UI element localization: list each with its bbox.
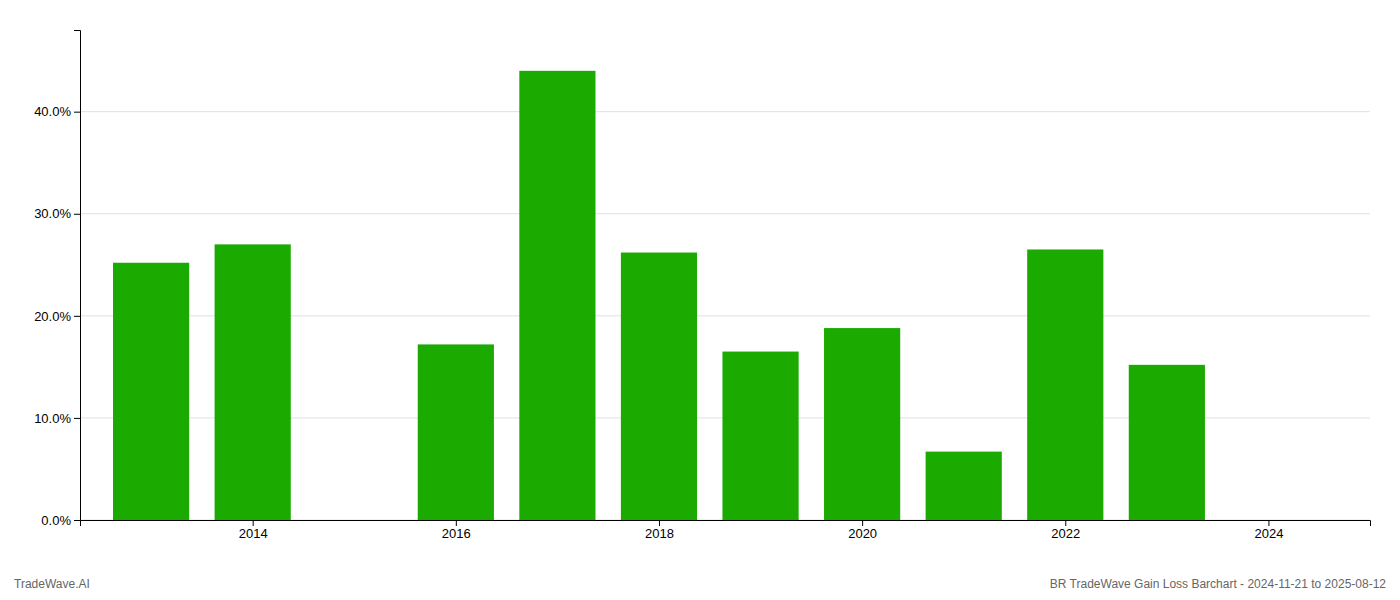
footer-text: BR TradeWave Gain Loss Barchart - 2024-1… (1050, 577, 1387, 591)
x-tick: 2016 (442, 520, 471, 541)
footer-text: TradeWave.AI (14, 577, 90, 591)
y-tick-mark (74, 316, 80, 317)
x-tick-mark (1268, 520, 1269, 526)
bar (418, 344, 494, 520)
y-tick: 30.0% (34, 206, 80, 221)
x-tick: 2020 (848, 520, 877, 541)
x-tick: 2024 (1254, 520, 1283, 541)
x-tick-label: 2022 (1051, 526, 1080, 541)
x-tick-label: 2014 (239, 526, 268, 541)
grid (80, 112, 1370, 520)
x-tick-mark (659, 520, 660, 526)
y-tick-label: 40.0% (34, 104, 71, 119)
y-tick-mark (74, 214, 80, 215)
bar (621, 253, 697, 520)
bar (215, 244, 291, 520)
bars (113, 71, 1205, 520)
y-tick-mark (74, 520, 80, 521)
bar (824, 328, 900, 520)
x-axis-line (81, 521, 1371, 527)
x-tick-mark (862, 520, 863, 526)
y-tick: 40.0% (34, 104, 80, 119)
bar (1027, 249, 1103, 520)
x-tick-label: 2016 (442, 526, 471, 541)
y-axis: 0.0% 10.0% 20.0% 30.0% 40.0% (34, 31, 80, 528)
y-tick-label: 10.0% (34, 411, 71, 426)
x-tick-mark (456, 520, 457, 526)
grid-line (80, 111, 1370, 112)
bar (113, 263, 189, 520)
bar (722, 352, 798, 520)
x-axis: 2014 2016 2018 2020 2022 2024 (81, 520, 1371, 541)
x-tick-label: 2020 (848, 526, 877, 541)
x-tick: 2014 (239, 520, 268, 541)
grid-line (80, 213, 1370, 214)
y-tick: 0.0% (41, 513, 80, 528)
y-tick: 20.0% (34, 308, 80, 323)
x-tick-mark (1065, 520, 1066, 526)
y-tick-label: 0.0% (41, 513, 71, 528)
bar (926, 452, 1002, 520)
y-tick-mark (74, 418, 80, 419)
y-tick: 10.0% (34, 411, 80, 426)
plot: 2014 2016 2018 2020 2022 2024 0.0% 10.0% 20.0% 30… (34, 31, 1370, 542)
y-axis-line (74, 31, 81, 521)
bar (1129, 365, 1205, 520)
y-tick-mark (74, 112, 80, 113)
x-tick: 2022 (1051, 520, 1080, 541)
bar (519, 71, 595, 520)
x-tick-label: 2018 (645, 526, 674, 541)
chart: 2014 2016 2018 2020 2022 2024 0.0% 10.0% 20.0% 30… (0, 0, 1400, 600)
x-tick-label: 2024 (1254, 526, 1283, 541)
x-tick: 2018 (645, 520, 674, 541)
y-tick-label: 30.0% (34, 206, 71, 221)
y-tick-label: 20.0% (34, 308, 71, 323)
x-tick-mark (253, 520, 254, 526)
